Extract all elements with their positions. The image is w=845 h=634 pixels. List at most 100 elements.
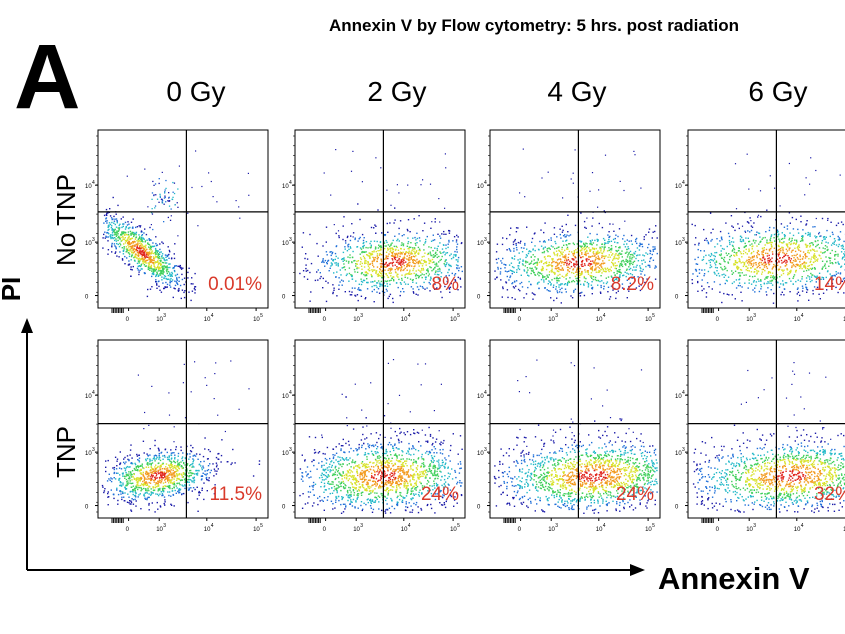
data-point (381, 232, 383, 234)
data-point (696, 263, 699, 265)
data-point (789, 260, 792, 262)
data-point (148, 243, 150, 245)
data-point (145, 244, 147, 246)
data-point (134, 487, 137, 490)
data-point (162, 272, 164, 275)
data-point (797, 232, 800, 234)
data-point (124, 234, 126, 236)
data-point (619, 264, 621, 266)
data-point (356, 266, 358, 269)
data-point (595, 271, 597, 273)
data-point (118, 229, 120, 231)
data-point (387, 276, 389, 278)
data-point (543, 250, 546, 253)
data-point (603, 288, 605, 290)
data-point (305, 253, 307, 255)
data-point (743, 263, 746, 265)
data-point (367, 262, 369, 264)
data-point (654, 267, 656, 269)
data-point (391, 255, 393, 257)
data-point (375, 225, 377, 227)
data-point (374, 280, 376, 282)
data-point (813, 256, 815, 259)
data-point (769, 280, 771, 282)
data-point (631, 243, 633, 245)
data-point (397, 249, 400, 251)
data-point (425, 261, 427, 264)
data-point (506, 249, 508, 251)
data-point (749, 244, 751, 246)
data-point (752, 265, 754, 268)
data-point (189, 464, 192, 466)
data-point (158, 476, 161, 479)
data-point (783, 234, 786, 236)
data-point (628, 260, 630, 263)
data-point (590, 263, 593, 265)
data-point (418, 237, 421, 239)
data-point (812, 249, 814, 251)
data-point (724, 274, 727, 277)
data-point (431, 270, 433, 272)
data-point (720, 254, 722, 257)
data-point (525, 262, 527, 264)
data-point (417, 260, 419, 263)
data-point (710, 252, 713, 255)
data-point (415, 270, 417, 272)
data-point (618, 269, 620, 271)
data-point (598, 271, 600, 273)
data-point (398, 258, 400, 260)
data-point (527, 269, 529, 271)
data-point (779, 257, 781, 259)
data-point (538, 249, 540, 251)
data-point (592, 260, 594, 262)
data-point (645, 265, 647, 268)
data-point (408, 259, 410, 262)
data-point (216, 201, 218, 203)
data-point (141, 477, 143, 479)
data-point (600, 284, 602, 287)
data-point (349, 254, 351, 256)
data-point (791, 265, 793, 267)
data-point (159, 195, 161, 197)
data-point (351, 223, 353, 225)
data-point (591, 281, 593, 283)
data-point (343, 259, 346, 261)
data-point (408, 265, 411, 267)
data-point (522, 148, 524, 150)
data-point (753, 256, 755, 258)
data-point (594, 278, 596, 281)
data-point (516, 249, 518, 251)
data-point (132, 475, 134, 478)
data-point (508, 270, 510, 272)
data-point (703, 228, 705, 231)
data-point (812, 293, 814, 295)
data-point (842, 244, 844, 246)
data-point (733, 251, 735, 253)
data-point (705, 254, 707, 257)
data-point (517, 259, 519, 261)
data-point (753, 262, 755, 264)
data-point (626, 272, 628, 274)
data-point (178, 488, 180, 490)
data-point (762, 251, 765, 253)
data-point (401, 235, 403, 237)
data-point (736, 265, 738, 268)
data-point (790, 240, 792, 243)
data-point (139, 480, 141, 482)
data-point (580, 272, 582, 275)
data-point (182, 476, 185, 478)
data-point (573, 251, 576, 253)
data-point (156, 485, 158, 488)
data-point (741, 256, 743, 258)
data-point (215, 466, 218, 468)
data-point (161, 471, 164, 474)
data-point (834, 261, 837, 264)
data-point (117, 499, 119, 502)
data-point (618, 266, 621, 268)
data-point (649, 252, 651, 255)
data-point (772, 278, 775, 280)
scatter-panel (101, 360, 261, 513)
data-point (587, 252, 589, 255)
data-point (141, 488, 143, 491)
data-point (578, 272, 581, 274)
